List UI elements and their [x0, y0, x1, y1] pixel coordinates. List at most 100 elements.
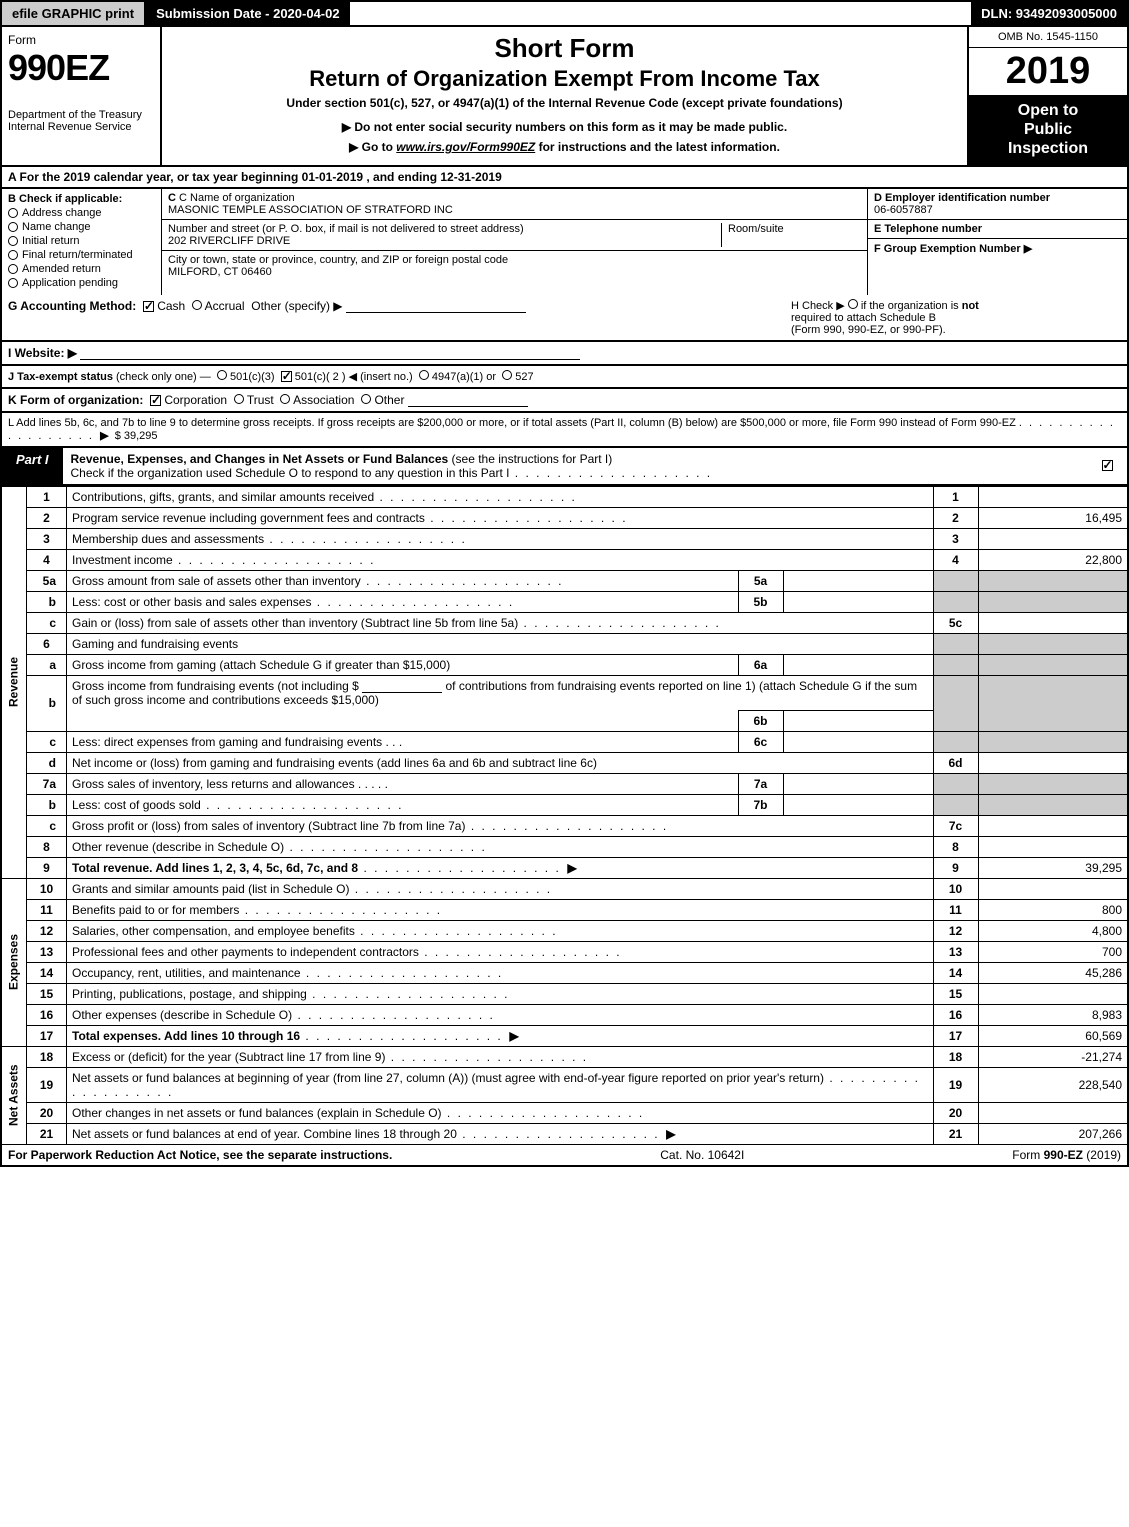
form-ref-num: 990-EZ: [1044, 1148, 1083, 1162]
contrib-amount-input[interactable]: [362, 679, 442, 693]
j-501c-checkbox[interactable]: [281, 371, 292, 382]
table-row: 16 Other expenses (describe in Schedule …: [1, 1004, 1128, 1025]
circle-icon: [8, 250, 18, 260]
chk-application-pending[interactable]: Application pending: [8, 277, 155, 289]
other-specify-input[interactable]: [346, 299, 526, 313]
line-desc: Investment income: [67, 549, 934, 570]
dots: [173, 553, 376, 567]
table-row: 2 Program service revenue including gove…: [1, 507, 1128, 528]
website-input[interactable]: [80, 346, 580, 360]
note2-suffix: for instructions and the latest informat…: [535, 140, 780, 154]
chk-address-change[interactable]: Address change: [8, 207, 155, 219]
d-label: D Employer identification number: [874, 192, 1121, 204]
submission-date: Submission Date - 2020-04-02: [146, 2, 350, 25]
line-value: [978, 836, 1128, 857]
open-line2: Public: [973, 120, 1123, 139]
j-501c3-radio[interactable]: [217, 370, 227, 380]
c-label: C C Name of organization: [168, 192, 861, 204]
line-value: 16,495: [978, 507, 1128, 528]
dots: [425, 511, 628, 525]
line-rightnum: 19: [933, 1067, 978, 1102]
dots: [361, 574, 564, 588]
accrual-radio[interactable]: [192, 300, 202, 310]
j-4947-radio[interactable]: [419, 370, 429, 380]
line-num: 5a: [27, 570, 67, 591]
section-a-tax-year: A For the 2019 calendar year, or tax yea…: [0, 167, 1129, 189]
grey-cell: [978, 654, 1128, 675]
line-value: 60,569: [978, 1025, 1128, 1046]
form-id-block: Form 990EZ Department of the Treasury In…: [2, 27, 162, 165]
circle-icon: [8, 264, 18, 274]
f-label: F Group Exemption Number ▶: [874, 242, 1121, 255]
line-rightnum: 11: [933, 899, 978, 920]
h-text3: required to attach Schedule B: [791, 312, 936, 324]
line-rightnum: 9: [933, 857, 978, 878]
h-radio[interactable]: [848, 299, 858, 309]
line-desc: Gross income from gaming (attach Schedul…: [67, 654, 739, 675]
k-assoc-radio[interactable]: [280, 394, 290, 404]
dots: [300, 1029, 503, 1043]
line-num: 2: [27, 507, 67, 528]
form-ref-suffix: (2019): [1083, 1148, 1121, 1162]
row-l-gross-receipts: L Add lines 5b, 6c, and 7b to line 9 to …: [0, 413, 1129, 448]
j-o3: 4947(a)(1) or: [432, 371, 496, 383]
k-other: Other: [374, 393, 404, 407]
circle-icon: [8, 278, 18, 288]
line-desc: Contributions, gifts, grants, and simila…: [67, 486, 934, 507]
line-num: 7a: [27, 773, 67, 794]
line-value: [978, 752, 1128, 773]
subtitle: Under section 501(c), 527, or 4947(a)(1)…: [172, 96, 957, 110]
line-desc: Net assets or fund balances at end of ye…: [67, 1123, 934, 1144]
irs-link[interactable]: www.irs.gov/Form990EZ: [396, 140, 535, 154]
k-corp-checkbox[interactable]: [150, 395, 161, 406]
grey-cell: [933, 654, 978, 675]
open-inspection-box: Open to Public Inspection: [969, 95, 1127, 165]
dots: [264, 532, 467, 546]
efile-print-button[interactable]: efile GRAPHIC print: [2, 2, 146, 25]
k-other-input[interactable]: [408, 393, 528, 407]
line-num: a: [27, 654, 67, 675]
table-row: 13 Professional fees and other payments …: [1, 941, 1128, 962]
dots: [509, 466, 712, 480]
chk-final-return[interactable]: Final return/terminated: [8, 249, 155, 261]
grey-cell: [933, 675, 978, 731]
line-rightnum: 15: [933, 983, 978, 1004]
grey-cell: [978, 773, 1128, 794]
org-name: MASONIC TEMPLE ASSOCIATION OF STRATFORD …: [168, 204, 861, 216]
k-other-radio[interactable]: [361, 394, 371, 404]
line-num: 11: [27, 899, 67, 920]
chk-amended-return[interactable]: Amended return: [8, 263, 155, 275]
desc-text: Less: cost of goods sold: [72, 798, 201, 812]
part1-check: [1087, 448, 1127, 484]
chk-initial-return[interactable]: Initial return: [8, 235, 155, 247]
k-trust-radio[interactable]: [234, 394, 244, 404]
city-label: City or town, state or province, country…: [168, 254, 861, 266]
spacer: [350, 2, 972, 25]
desc-text: Gross amount from sale of assets other t…: [72, 574, 361, 588]
line-rightnum: 18: [933, 1046, 978, 1067]
line-num: 17: [27, 1025, 67, 1046]
line-value: [978, 486, 1128, 507]
chk-name-change[interactable]: Name change: [8, 221, 155, 233]
header-info-boxes: B Check if applicable: Address change Na…: [0, 189, 1129, 295]
schedule-o-checkbox[interactable]: [1102, 460, 1113, 471]
line-desc: Gross sales of inventory, less returns a…: [67, 773, 739, 794]
desc-text: Gross income from fundraising events (no…: [72, 679, 359, 693]
desc-text: Less: cost or other basis and sales expe…: [72, 595, 311, 609]
dots: [311, 595, 514, 609]
c-label-text: C Name of organization: [179, 192, 295, 204]
desc-text: Total expenses. Add lines 10 through 16: [72, 1029, 300, 1043]
table-row: 15 Printing, publications, postage, and …: [1, 983, 1128, 1004]
note-link: ▶ Go to www.irs.gov/Form990EZ for instru…: [172, 140, 957, 154]
circle-icon: [8, 236, 18, 246]
dots: [239, 903, 442, 917]
table-row: c Gross profit or (loss) from sales of i…: [1, 815, 1128, 836]
mid-num: 6b: [738, 710, 783, 731]
cash-checkbox[interactable]: [143, 301, 154, 312]
j-527-radio[interactable]: [502, 370, 512, 380]
tax-year: 2019: [969, 48, 1127, 95]
line-rightnum: 3: [933, 528, 978, 549]
part1-paren: (see the instructions for Part I): [452, 452, 613, 466]
expenses-label: Expenses: [1, 878, 27, 1046]
desc-text: Gain or (loss) from sale of assets other…: [72, 616, 518, 630]
